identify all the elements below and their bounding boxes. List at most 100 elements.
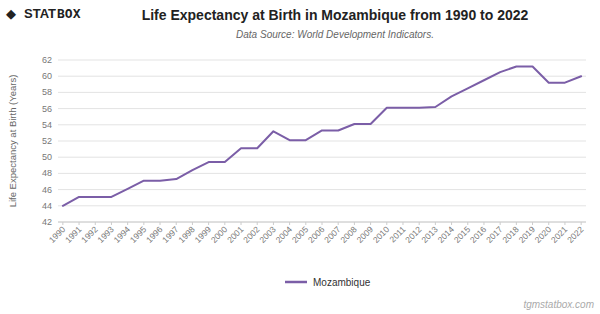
x-tick-label: 1990 (47, 224, 68, 245)
x-tick (386, 222, 387, 225)
x-tick (483, 222, 484, 225)
x-tick-label: 1997 (160, 224, 181, 245)
x-tick-label: 2008 (338, 224, 359, 245)
logo: ◆ STATBOX (6, 6, 81, 21)
legend: Mozambique (285, 277, 371, 288)
y-tick-label: 54 (42, 120, 52, 130)
x-tick-label: 2004 (274, 224, 295, 245)
x-tick-label: 2002 (241, 224, 262, 245)
x-tick (224, 222, 225, 225)
x-tick-label: 1999 (193, 224, 214, 245)
grid-line (58, 141, 586, 142)
x-tick (208, 222, 209, 225)
grid-line (58, 189, 586, 190)
x-tick (257, 222, 258, 225)
grid-line (58, 124, 586, 125)
y-tick-label: 56 (42, 104, 52, 114)
x-tick (192, 222, 193, 225)
x-tick (79, 222, 80, 225)
x-tick (354, 222, 355, 225)
y-tick-label: 58 (42, 87, 52, 97)
watermark: tgmstatbox.com (523, 299, 594, 310)
x-tick-label: 1995 (128, 224, 149, 245)
grid-line (58, 157, 586, 158)
series-line (63, 66, 581, 205)
y-tick-label: 50 (42, 152, 52, 162)
y-tick-label: 44 (42, 201, 52, 211)
chart-container: ◆ STATBOX Life Expectancy at Birth in Moza… (0, 0, 600, 314)
legend-swatch (285, 281, 307, 284)
grid-line (58, 60, 586, 61)
logo-symbol: ◆ (6, 6, 16, 21)
x-tick-label: 2012 (403, 224, 424, 245)
x-tick-label: 2001 (225, 224, 246, 245)
x-tick-label: 2009 (355, 224, 376, 245)
x-tick (370, 222, 371, 225)
x-tick-label: 1992 (79, 224, 100, 245)
x-tick-label: 2014 (436, 224, 457, 245)
x-tick (500, 222, 501, 225)
chart-svg: ◆ STATBOX Life Expectancy at Birth in Moza… (0, 0, 600, 314)
x-tick (160, 222, 161, 225)
x-tick-label: 2020 (533, 224, 554, 245)
x-tick (451, 222, 452, 225)
x-tick-label: 2017 (484, 224, 505, 245)
x-tick-label: 2011 (387, 224, 407, 244)
grid-line (58, 108, 586, 109)
grid-line (58, 173, 586, 174)
x-tick (548, 222, 549, 225)
x-tick-label: 1994 (112, 224, 133, 245)
x-tick-label: 2000 (209, 224, 230, 245)
x-tick (111, 222, 112, 225)
y-tick-label: 42 (42, 217, 52, 227)
x-tick-label: 2016 (468, 224, 489, 245)
legend-label: Mozambique (313, 277, 371, 288)
x-tick-label: 2015 (452, 224, 473, 245)
y-tick-label: 48 (42, 168, 52, 178)
x-tick-label: 2022 (565, 224, 586, 245)
x-tick (95, 222, 96, 225)
y-tick-label: 52 (42, 136, 52, 146)
x-ticks: 1990199119921993199419951996199719981999… (47, 222, 586, 245)
x-tick-label: 1991 (63, 224, 84, 245)
y-tick-label: 46 (42, 185, 52, 195)
y-tick-label: 60 (42, 71, 52, 81)
y-tick-label: 62 (42, 55, 52, 65)
x-tick (419, 222, 420, 225)
x-tick-label: 2018 (500, 224, 521, 245)
x-tick (564, 222, 565, 225)
x-tick (62, 222, 63, 225)
grid-line (58, 76, 586, 77)
x-tick-label: 1993 (95, 224, 116, 245)
x-tick (305, 222, 306, 225)
x-tick-label: 2019 (517, 224, 538, 245)
logo-text: STAT (24, 6, 56, 21)
x-tick (532, 222, 533, 225)
x-tick (322, 222, 323, 225)
x-tick (241, 222, 242, 225)
logo-text: BOX (57, 6, 81, 21)
x-tick (273, 222, 274, 225)
x-tick-label: 1998 (176, 224, 197, 245)
x-tick-label: 2013 (419, 224, 440, 245)
x-tick (467, 222, 468, 225)
grid-line (58, 205, 586, 206)
x-tick (402, 222, 403, 225)
x-tick (127, 222, 128, 225)
x-tick-label: 2005 (290, 224, 311, 245)
grid-line (58, 92, 586, 93)
subtitle: Data Source: World Development Indicator… (236, 29, 434, 40)
x-tick-label: 2007 (322, 224, 343, 245)
x-tick-label: 1996 (144, 224, 165, 245)
x-tick-label: 2021 (549, 224, 570, 245)
x-tick (435, 222, 436, 225)
y-axis-label: Life Expectancy at Birth (Years) (7, 75, 18, 208)
x-tick-label: 2010 (371, 224, 392, 245)
x-tick (289, 222, 290, 225)
x-tick-label: 2006 (306, 224, 327, 245)
title: Life Expectancy at Birth in Mozambique f… (142, 7, 529, 23)
x-tick (581, 222, 582, 225)
x-tick (338, 222, 339, 225)
plot-area (63, 66, 581, 205)
x-tick (176, 222, 177, 225)
